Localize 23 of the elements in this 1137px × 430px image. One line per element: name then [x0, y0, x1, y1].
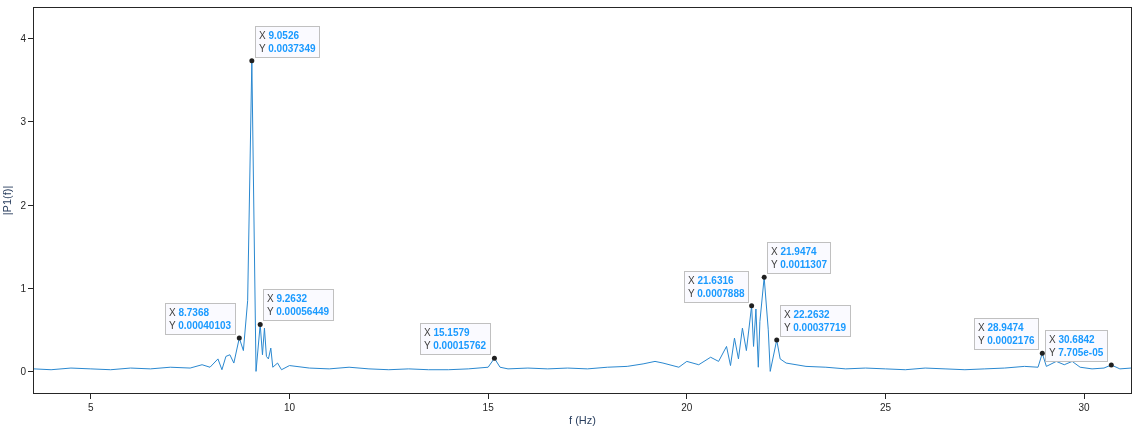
annotation: X 22.2632 Y 0.00037719 — [784, 309, 847, 333]
x-tick-label: 20 — [681, 402, 693, 413]
y-axis-title: |P1(f)| — [1, 185, 14, 216]
x-tick-label: 10 — [283, 402, 296, 413]
annotation: X 28.9474 Y 0.0002176 — [978, 322, 1035, 346]
y-tick-label: 2 — [20, 199, 27, 211]
y-tick-label: 4 — [20, 33, 27, 45]
x-tick-label: 5 — [88, 402, 95, 413]
y-tick-label: 1 — [20, 282, 27, 294]
annotation: X 8.7368 Y 0.00040103 — [169, 307, 232, 331]
annotation: X 9.0526 Y 0.0037349 — [259, 30, 316, 54]
x-axis-title: f (Hz) — [569, 414, 596, 427]
x-tick-label: 30 — [1078, 402, 1091, 413]
annotation: X 21.9474 Y 0.0011307 — [771, 246, 828, 270]
y-tick-label: 3 — [20, 116, 27, 128]
line-series — [34, 60, 1131, 372]
annotation: X 30.6842 Y 7.705e-05 — [1049, 334, 1104, 358]
annotation: X 21.6316 Y 0.0007888 — [688, 275, 745, 299]
x-tick-label: 15 — [482, 402, 495, 413]
x-tick-label: 25 — [879, 402, 892, 413]
annotation: X 9.2632 Y 0.00056449 — [267, 293, 330, 317]
annotation: X 15.1579 Y 0.00015762 — [424, 327, 487, 351]
y-tick-label: 0 — [20, 365, 27, 377]
